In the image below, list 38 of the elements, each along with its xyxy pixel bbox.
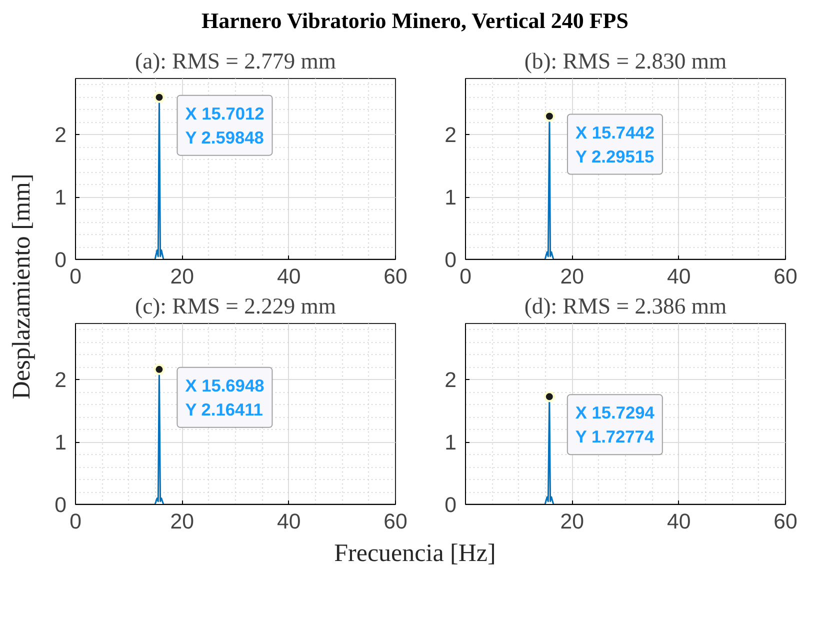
x-tick-label: 20	[560, 510, 584, 534]
x-tick-label: 60	[384, 264, 408, 289]
x-tick-label: 0	[460, 264, 472, 289]
x-tick-label: 40	[666, 264, 691, 289]
annotation: X 15.7442 Y 2.29515	[575, 122, 655, 167]
x-tick-label: 40	[276, 510, 301, 534]
y-tick-label: 1	[54, 186, 67, 210]
chart-subtitle: (d): RMS = 2.386 mm	[524, 294, 727, 319]
y-tick-label: 2	[444, 124, 457, 148]
y-tick-label: 1	[54, 431, 67, 456]
x-tick-label: 0	[70, 510, 82, 534]
y-tick-label: 0	[444, 493, 457, 518]
y-tick-label: 0	[444, 248, 457, 272]
x-tick-label: 60	[774, 510, 798, 534]
x-tick-label: 60	[774, 264, 798, 289]
annotation: X 15.6948 Y 2.16411	[185, 376, 265, 420]
annotation: X 15.7012 Y 2.59848	[185, 104, 264, 148]
chart-subtitle: (b): RMS = 2.830 mm	[524, 48, 727, 74]
y-tick-label: 1	[444, 186, 457, 210]
chart-title: Harnero Vibratorio Minero, Vertical 240 FPS	[202, 7, 628, 35]
annotation: X 15.7294 Y 1.72774	[575, 403, 655, 448]
x-tick-label: 20	[170, 510, 194, 534]
x-tick-label: 40	[276, 264, 301, 289]
x-tick-label: 0	[70, 264, 82, 289]
y-tick-label: 0	[54, 248, 67, 272]
y-tick-label: 2	[54, 124, 67, 148]
x-axis-title: Frecuencia [Hz]	[334, 539, 496, 570]
x-tick-label: 20	[170, 264, 194, 289]
y-tick-label: 0	[54, 493, 67, 518]
x-tick-label: 60	[384, 510, 408, 534]
chart-subtitle: (a): RMS = 2.779 mm	[135, 48, 336, 74]
y-tick-label: 2	[54, 368, 67, 393]
y-axis-title: Desplazamiento [mm]	[8, 174, 36, 400]
chart-subtitle: (c): RMS = 2.229 mm	[135, 294, 336, 319]
x-tick-label: 40	[666, 510, 691, 534]
y-tick-label: 2	[444, 368, 457, 393]
x-tick-label: 20	[560, 264, 584, 289]
y-tick-label: 1	[444, 431, 457, 456]
